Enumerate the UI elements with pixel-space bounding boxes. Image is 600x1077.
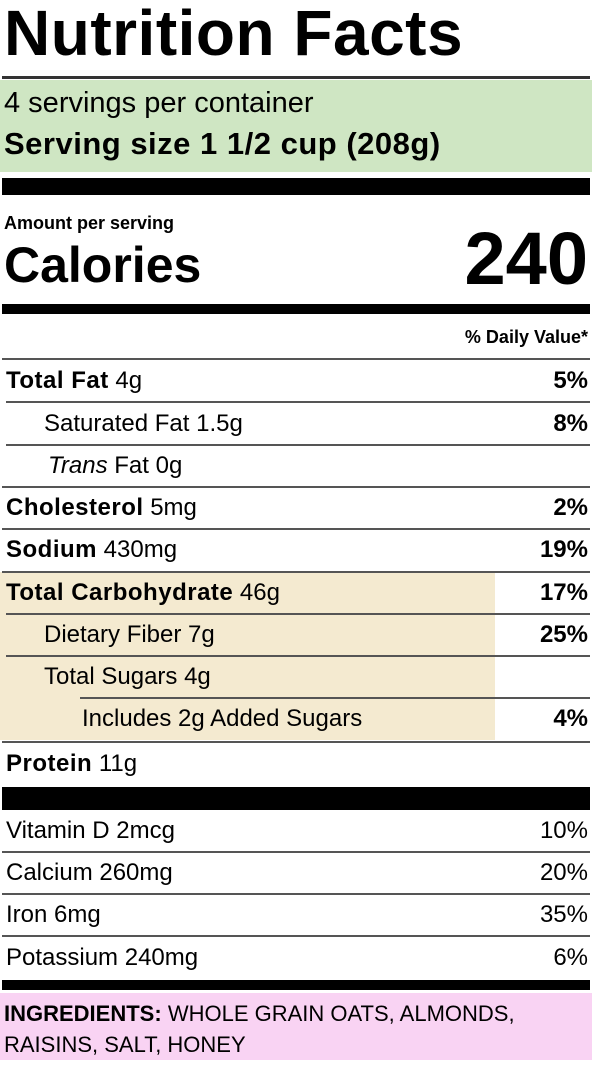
vitamin-amount: 260mg xyxy=(99,859,173,886)
vitamin-dv: 10% xyxy=(539,817,588,844)
vitamin-dv: 20% xyxy=(539,859,588,886)
rule xyxy=(2,486,590,488)
vitamin-amount: 6mg xyxy=(54,901,101,928)
nutrient-amount: 1.5g xyxy=(196,410,243,437)
ingredients: INGREDIENTS: WHOLE GRAIN OATS, ALMONDS, … xyxy=(4,998,590,1060)
rule xyxy=(6,655,590,657)
vitamin-dv: 6% xyxy=(553,944,588,971)
nutrient-amount: 0g xyxy=(155,452,183,479)
nutrient-dv: 4% xyxy=(553,705,588,732)
nutrient-dv: 25% xyxy=(539,621,588,648)
vitamin-name: Calcium xyxy=(6,859,93,886)
nutrient-amount: 5mg xyxy=(150,494,197,521)
rule xyxy=(2,935,590,937)
nutrient-dv: 8% xyxy=(553,410,588,437)
nutrient-amount: 7g xyxy=(188,621,215,648)
thick-bar xyxy=(2,304,590,314)
dv-header: % Daily Value* xyxy=(464,327,588,347)
nutrient-row: Includes 2g Added Sugars 4% xyxy=(0,698,590,740)
rule xyxy=(2,358,590,360)
nutrient-amount: 4g xyxy=(184,663,211,690)
nutrient-name: Saturated Fat xyxy=(44,410,190,437)
calories-label: Calories xyxy=(4,237,202,293)
vitamin-name: Potassium xyxy=(6,944,119,971)
nutrient-name: Includes 2g Added Sugars xyxy=(82,705,363,732)
nutrient-row: Cholesterol 5mg 2% xyxy=(0,487,590,529)
nutrient-row: Protein 11g xyxy=(0,743,590,785)
serving-size-value: 1 1/2 cup (208g) xyxy=(200,126,441,161)
nutrient-row: Dietary Fiber 7g 25% xyxy=(0,614,590,656)
nutrient-dv: 5% xyxy=(553,367,588,394)
rule xyxy=(6,401,590,403)
rule xyxy=(2,893,590,895)
nutrient-amount: 4g xyxy=(115,367,143,394)
nutrient-name: Protein xyxy=(6,750,93,777)
serving-size-label: Serving size xyxy=(4,126,191,161)
vitamin-row: Potassium 240mg 6% xyxy=(0,937,590,979)
amount-per-serving: Amount per serving xyxy=(4,213,175,233)
nutrient-row: Trans Fat 0g xyxy=(0,445,590,487)
ingredients-label: INGREDIENTS: xyxy=(4,1001,162,1026)
nutrient-name: Total Sugars xyxy=(44,663,178,690)
vitamin-row: Iron 6mg 35% xyxy=(0,894,590,936)
rule xyxy=(2,741,590,743)
rule xyxy=(2,851,590,853)
rule xyxy=(6,444,590,446)
nutrient-amount: 11g xyxy=(98,750,138,777)
vitamin-row: Vitamin D 2mcg 10% xyxy=(0,810,590,852)
vitamin-amount: 2mcg xyxy=(116,817,175,844)
nutrient-name: Fat xyxy=(114,452,149,479)
title: Nutrition Facts xyxy=(4,0,464,69)
nutrient-name: Cholesterol xyxy=(6,494,144,521)
thick-bar xyxy=(2,787,590,810)
rule xyxy=(2,528,590,530)
vitamin-name: Iron xyxy=(6,901,48,928)
rule xyxy=(6,613,590,615)
nutrient-name: Total Carbohydrate xyxy=(6,579,234,606)
vitamin-dv: 35% xyxy=(539,901,588,928)
nutrient-amount: 430mg xyxy=(103,536,178,563)
nutrient-name-italic: Trans xyxy=(48,452,108,479)
nutrient-row: Total Carbohydrate 46g 17% xyxy=(0,572,590,614)
rule xyxy=(2,76,590,79)
nutrient-dv: 2% xyxy=(553,494,588,521)
nutrient-row: Sodium 430mg 19% xyxy=(0,529,590,571)
nutrient-row: Total Fat 4g 5% xyxy=(0,360,590,402)
nutrient-dv: 17% xyxy=(539,579,588,606)
vitamin-amount: 240mg xyxy=(124,944,199,971)
vitamin-name: Vitamin D xyxy=(6,817,110,844)
serving-size: Serving size 1 1/2 cup (208g) xyxy=(4,126,441,162)
servings: 4 servings per container xyxy=(4,87,314,119)
nutrient-dv: 19% xyxy=(539,536,588,563)
nutrient-amount: 46g xyxy=(239,579,280,606)
rule xyxy=(2,571,590,573)
nutrient-name: Sodium xyxy=(6,536,97,563)
nutrient-name: Total Fat xyxy=(6,367,109,394)
thick-bar xyxy=(2,980,590,990)
nutrient-row: Saturated Fat 1.5g 8% xyxy=(0,403,590,445)
nutrient-name: Dietary Fiber xyxy=(44,621,182,648)
serving-highlight xyxy=(0,80,592,172)
ingredients-text: WHOLE GRAIN OATS, ALMONDS, RAISINS, SALT… xyxy=(4,1001,515,1057)
thick-bar xyxy=(2,178,590,195)
rule xyxy=(80,697,590,699)
vitamin-row: Calcium 260mg 20% xyxy=(0,852,590,894)
nutrient-row: Total Sugars 4g xyxy=(0,656,590,698)
calories-value: 240 xyxy=(464,217,588,300)
ingredients-highlight xyxy=(0,993,592,1060)
